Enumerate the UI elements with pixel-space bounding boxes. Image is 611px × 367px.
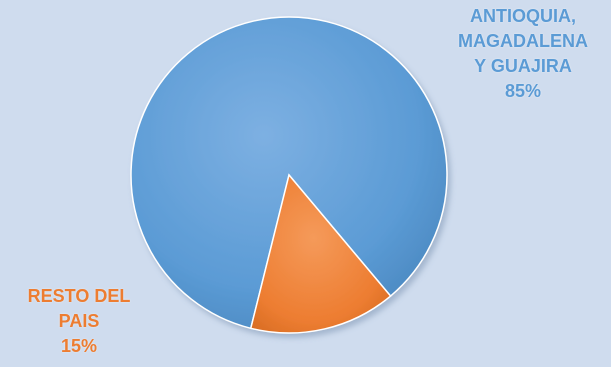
slice-label-line: PAIS (58, 311, 100, 331)
slice-percent-label: 85% (504, 81, 542, 101)
slice-label-antioquia: ANTIOQUIA, MAGADALENA Y GUAJIRA 85% (436, 4, 610, 104)
slice-label-resto-del-pais: RESTO DEL PAIS 15% (6, 284, 152, 359)
pie-slice-antioquia (130, 16, 448, 330)
slice-percent-label: 15% (60, 336, 98, 356)
pie-slice-resto-del-pais (249, 173, 392, 334)
pie-slices (130, 16, 448, 334)
slice-label-line: Y GUAJIRA (474, 56, 572, 76)
slice-label-line: RESTO DEL (27, 286, 131, 306)
slice-label-line: ANTIOQUIA, (470, 6, 576, 26)
slice-label-line: MAGADALENA (458, 31, 588, 51)
